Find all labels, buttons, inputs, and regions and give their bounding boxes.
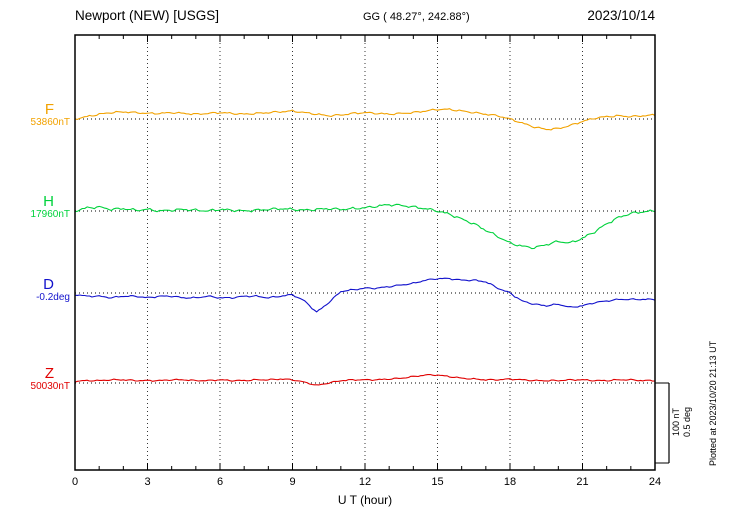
x-tick-label: 9 [289, 476, 296, 488]
x-tick-label: 21 [576, 476, 589, 488]
plot-frame [74, 34, 656, 471]
trace-Z [74, 373, 656, 386]
x-tick-label: 3 [144, 476, 151, 488]
plotted-timestamp-note: Plotted at 2023/10/20 21:13 UT [708, 340, 718, 466]
channel-baseline-value: 53860nT [30, 117, 70, 128]
station-title: Newport (NEW) [USGS] [75, 8, 220, 23]
trace-H [74, 203, 656, 250]
channel-letter: F [44, 101, 54, 118]
x-tick-label: 24 [648, 476, 662, 488]
scale-bar-nt-label: 100 nT [671, 407, 681, 437]
channel-label-H: H 17960nT [0, 194, 70, 221]
channel-baseline-value: 17960nT [30, 209, 70, 220]
x-tick-label: 6 [216, 476, 224, 488]
scale-bar-deg-label: 0.5 deg [682, 406, 692, 438]
trace-F [74, 108, 656, 131]
scale-bar-labels: 100 nT 0.5 deg [671, 382, 693, 462]
channel-letter: Z [44, 365, 54, 382]
trace-D [74, 277, 656, 313]
x-tick-label: 12 [358, 476, 372, 488]
channel-label-Z: Z 50030nT [0, 366, 70, 393]
channel-letter: H [43, 193, 54, 210]
plot-date: 2023/10/14 [587, 8, 655, 23]
x-axis-label: U T (hour) [337, 493, 393, 507]
x-tick-label: 0 [71, 476, 79, 488]
channel-baseline-value: -0.2deg [36, 292, 70, 303]
x-tick-label: 18 [503, 476, 517, 488]
channel-label-D: D -0.2deg [0, 277, 70, 304]
geographic-coordinates: GG ( 48.27°, 242.88°) [363, 11, 470, 23]
channel-letter: D [43, 276, 54, 293]
channel-baseline-value: 50030nT [30, 381, 70, 392]
x-tick-label: 15 [431, 476, 444, 488]
channel-label-F: F 53860nT [0, 102, 70, 129]
